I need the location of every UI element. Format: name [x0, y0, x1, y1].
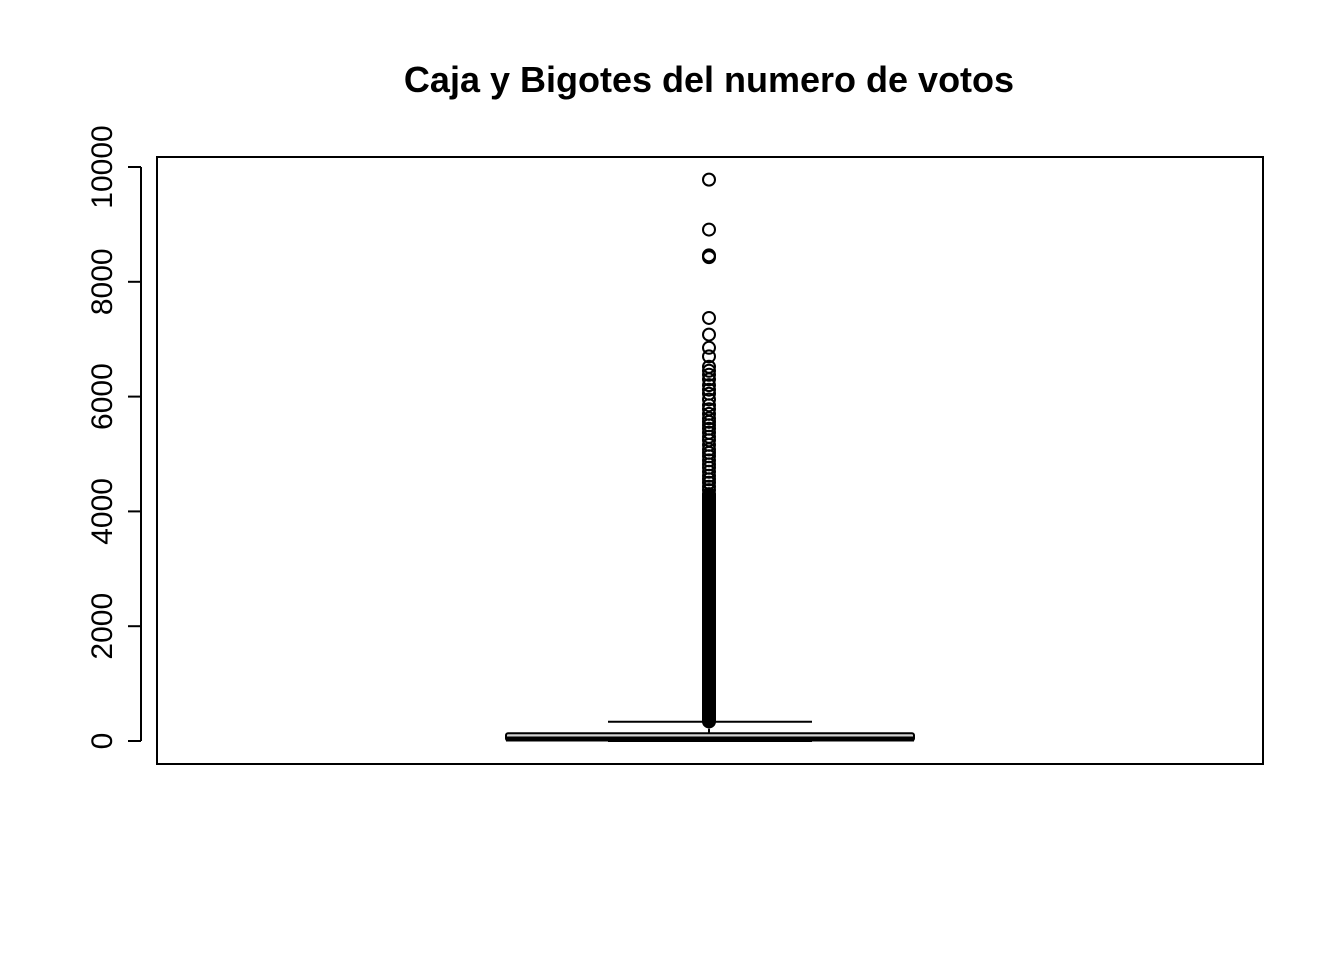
outlier-point [702, 349, 716, 364]
y-tick-label: 8000 [86, 248, 119, 315]
outlier-points [702, 172, 716, 729]
outlier-point [702, 363, 716, 378]
outlier-point [702, 378, 716, 393]
outlier-point [702, 487, 716, 502]
outlier-point [702, 372, 716, 387]
y-tick-label: 2000 [86, 593, 119, 660]
outlier-point [702, 367, 716, 382]
outlier-point [702, 464, 716, 479]
y-tick-label: 6000 [86, 363, 119, 430]
plot-frame [156, 156, 1264, 765]
outlier-point [702, 382, 716, 397]
outlier-point [702, 327, 716, 342]
outlier-point [702, 310, 716, 325]
y-tick-label: 4000 [86, 478, 119, 545]
outlier-point [702, 250, 716, 265]
y-tick-label: 10000 [86, 125, 119, 208]
box-plot [505, 720, 915, 742]
chart-title: Caja y Bigotes del numero de votos [404, 59, 1014, 100]
outlier-point [702, 340, 716, 355]
outlier-point [702, 398, 716, 413]
outlier-point [702, 172, 716, 187]
y-axis: 0 2000 4000 6000 8000 10000 [86, 125, 142, 750]
outlier-point [702, 222, 716, 237]
y-tick-label: 0 [86, 733, 119, 750]
outlier-point [702, 392, 716, 407]
